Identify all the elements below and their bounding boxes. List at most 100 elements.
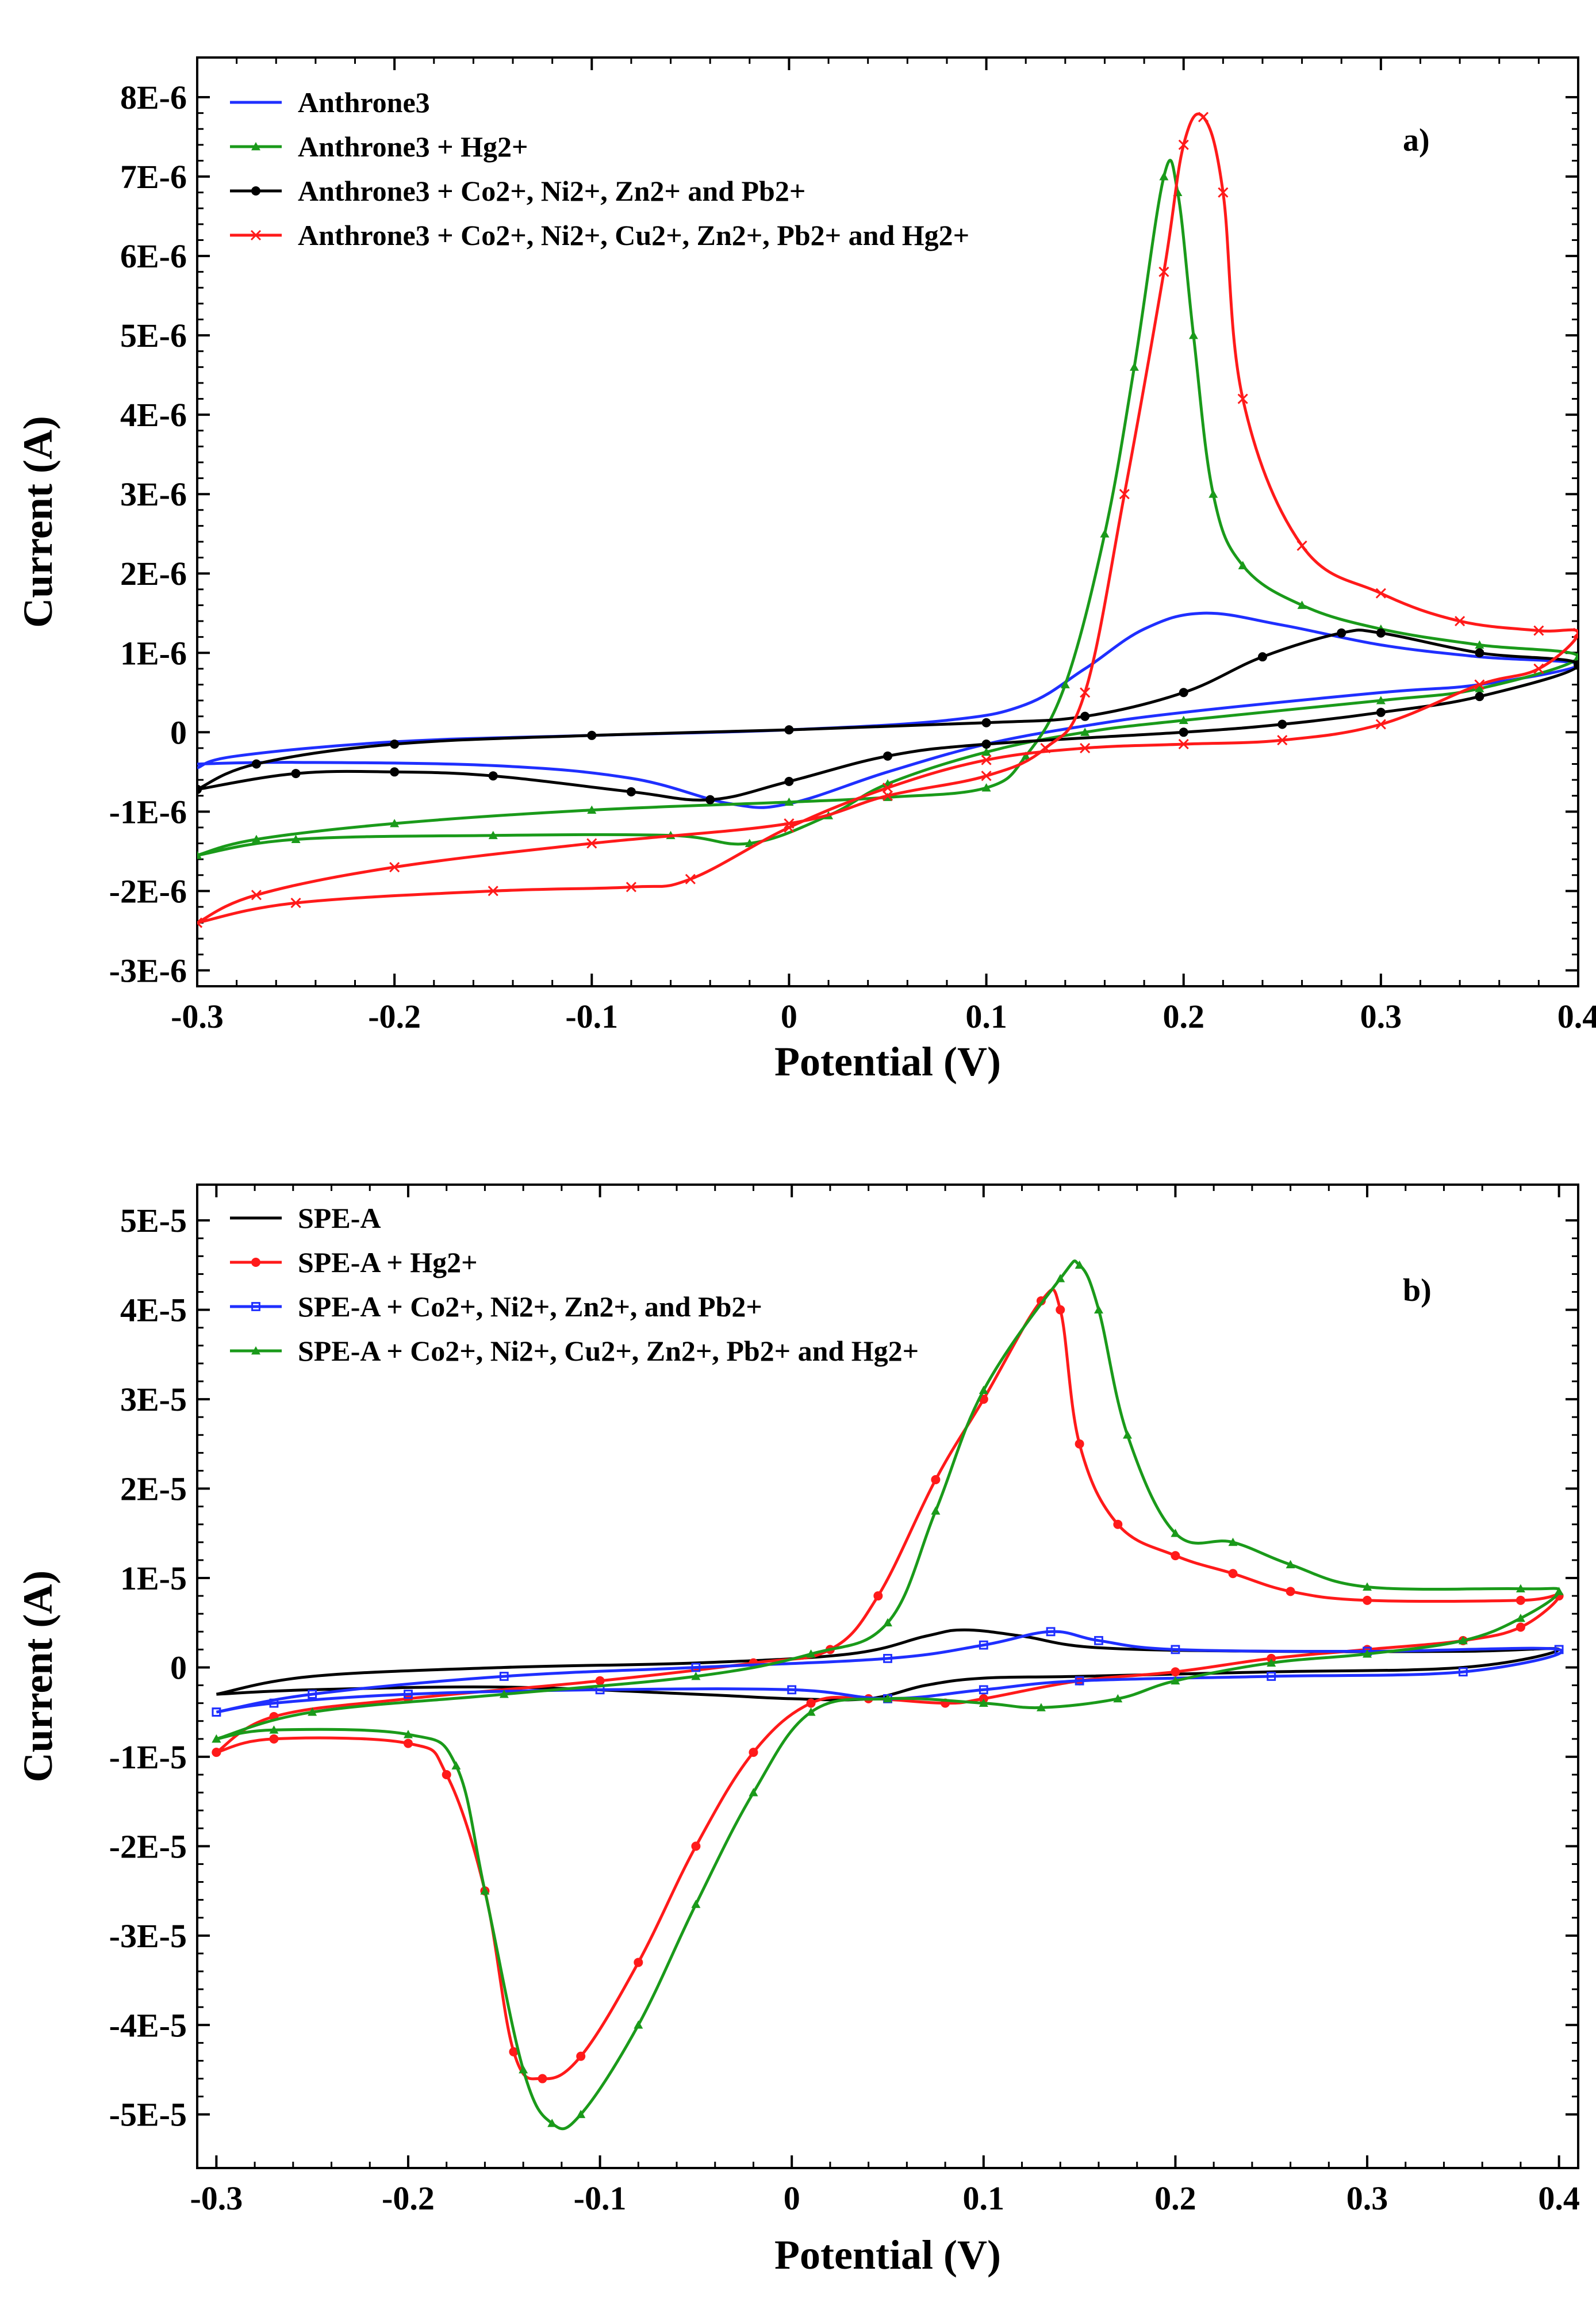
data-marker <box>1533 663 1544 674</box>
y-axis-title: Current (A) <box>15 1571 61 1783</box>
data-marker <box>499 1672 509 1681</box>
data-marker <box>1286 1587 1295 1596</box>
y-tick-label: 2E-6 <box>120 555 187 592</box>
data-marker <box>806 1698 816 1708</box>
y-tick-label: -2E-5 <box>109 1828 187 1865</box>
data-marker <box>488 886 498 897</box>
data-marker <box>931 1506 941 1515</box>
data-marker <box>1296 540 1307 551</box>
data-marker <box>212 1707 221 1717</box>
x-tick-label: -0.2 <box>382 2180 435 2217</box>
data-marker <box>1337 628 1346 638</box>
x-tick-label: -0.3 <box>190 2180 243 2217</box>
y-tick-label: 1E-6 <box>120 634 187 672</box>
series-line <box>197 159 1578 857</box>
data-marker <box>547 2119 557 2127</box>
data-marker <box>1075 1439 1084 1449</box>
data-marker <box>1376 628 1386 638</box>
data-marker <box>251 759 261 769</box>
y-tick-label: -2E-6 <box>109 872 187 910</box>
x-tick-label: 0.3 <box>1360 998 1402 1035</box>
data-marker <box>1458 1636 1468 1645</box>
data-marker <box>1179 688 1188 698</box>
data-marker <box>488 830 498 840</box>
data-marker <box>519 2065 528 2074</box>
data-marker <box>442 1770 451 1779</box>
data-marker <box>1474 679 1485 690</box>
data-marker <box>1075 1676 1084 1686</box>
data-marker <box>685 874 696 884</box>
data-marker <box>1458 1667 1468 1677</box>
data-marker <box>587 805 597 814</box>
x-tick-label: 0.2 <box>1163 998 1204 1035</box>
series-4 <box>212 1259 1564 2131</box>
chart-panel-a: -0.3 -0.2 -0.1 0 0.1 0.2 0.3 0.4 -3E-6 -2E-6 -1E-6… <box>15 56 1596 1085</box>
data-marker <box>1572 627 1578 638</box>
data-marker <box>1267 1672 1276 1681</box>
data-marker <box>1267 1658 1276 1667</box>
data-marker <box>1574 652 1578 661</box>
data-marker <box>251 142 260 151</box>
data-marker <box>1178 139 1189 150</box>
data-marker <box>1046 1627 1056 1637</box>
data-marker <box>1171 1667 1180 1677</box>
data-marker <box>595 1676 605 1686</box>
data-marker <box>576 2109 586 2119</box>
x-tick-label: 0.4 <box>1557 998 1596 1035</box>
data-marker <box>251 1302 260 1311</box>
y-axis-title: Current (A) <box>15 416 61 628</box>
panel-label: b) <box>1403 1273 1432 1308</box>
data-marker <box>1159 172 1169 181</box>
y-tick-label: 5E-5 <box>120 1202 187 1239</box>
data-marker <box>784 818 795 829</box>
data-marker <box>587 730 597 740</box>
data-marker <box>1228 1537 1238 1546</box>
data-marker <box>705 795 715 805</box>
legend-label: SPE-A + Co2+, Ni2+, Zn2+, and Pb2+ <box>298 1290 762 1323</box>
data-marker <box>404 1690 413 1699</box>
data-marker <box>882 790 893 801</box>
series-2 <box>212 1288 1564 2083</box>
data-marker <box>1277 735 1288 746</box>
data-marker <box>1475 684 1484 692</box>
data-marker <box>308 1690 317 1699</box>
data-marker <box>1040 742 1051 753</box>
data-marker <box>509 2047 519 2056</box>
x-axis-title: Potential (V) <box>774 2232 1001 2278</box>
data-marker <box>1100 529 1110 538</box>
legend-label: SPE-A <box>298 1202 381 1234</box>
data-marker <box>1056 1305 1065 1315</box>
data-marker <box>1178 738 1189 750</box>
data-marker <box>197 917 203 928</box>
data-marker <box>1516 1584 1525 1593</box>
data-marker <box>1060 680 1070 688</box>
y-tick-label: 7E-6 <box>120 158 187 196</box>
legend-label: Anthrone3 <box>298 86 430 118</box>
data-marker <box>269 1725 279 1734</box>
data-marker <box>1257 652 1267 662</box>
legend-entry: SPE-A + Hg2+ <box>230 1246 478 1278</box>
data-marker <box>251 1258 260 1267</box>
panel-label: a) <box>1403 122 1430 158</box>
data-marker <box>1123 1430 1133 1439</box>
data-marker <box>480 1886 490 1895</box>
data-marker <box>212 1734 221 1743</box>
data-marker <box>1475 648 1484 658</box>
data-marker <box>981 771 992 782</box>
y-tick-label: 0 <box>170 714 187 751</box>
data-marker <box>586 838 597 849</box>
y-tick-label: 2E-5 <box>120 1470 187 1508</box>
data-marker <box>1021 751 1031 760</box>
data-marker <box>197 851 202 859</box>
data-marker <box>451 1761 461 1770</box>
data-marker <box>1297 600 1307 609</box>
data-marker <box>634 2020 643 2029</box>
series-1 <box>216 1628 1561 1702</box>
data-marker <box>1171 1529 1180 1537</box>
data-marker <box>1277 719 1287 729</box>
data-marker <box>389 861 400 873</box>
data-marker <box>212 1748 221 1757</box>
series-3 <box>197 628 1578 805</box>
data-marker <box>1455 615 1465 627</box>
legend-entry: Anthrone3 + Hg2+ <box>230 131 528 163</box>
